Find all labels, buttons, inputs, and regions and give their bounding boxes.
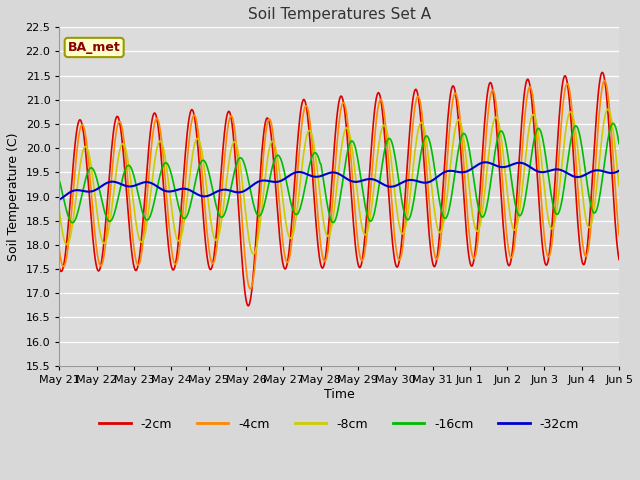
Legend: -2cm, -4cm, -8cm, -16cm, -32cm: -2cm, -4cm, -8cm, -16cm, -32cm [95,413,584,436]
X-axis label: Time: Time [324,388,355,401]
Y-axis label: Soil Temperature (C): Soil Temperature (C) [7,132,20,261]
Title: Soil Temperatures Set A: Soil Temperatures Set A [248,7,431,22]
Text: BA_met: BA_met [68,41,120,54]
